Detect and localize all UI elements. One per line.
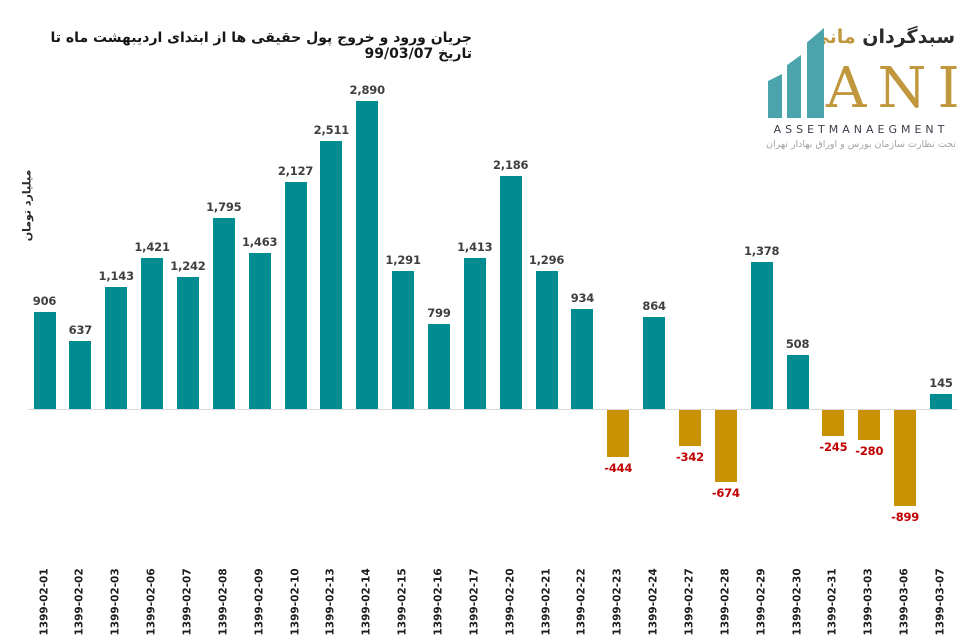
x-axis-tick-label: 1399-02-21 [540,568,553,636]
bar-value-label: 2,186 [492,158,529,173]
bar-1399-02-23 [607,410,630,458]
x-axis-tick-label: 1399-02-01 [38,568,50,636]
bar-value-label: 2,511 [313,123,350,138]
bar-1399-02-24 [643,316,666,409]
bar-1399-02-09 [248,253,271,409]
bar-1399-02-30 [786,354,809,409]
company-logo: سبدگردان مانی ANI ASSETMANAEGMENT تحت نظ… [760,8,960,158]
bar-value-label: 1,378 [743,244,780,259]
bar-1399-02-08 [212,217,235,409]
logo-bar-chart-icon [807,28,824,118]
bar-1399-02-27 [678,410,701,447]
x-axis-tick-label: 1399-02-13 [324,568,337,636]
logo-regulatory-subtitle: تحت نظارت سازمان بورس و اوراق بهادار تهر… [766,139,956,150]
x-axis-tick-label: 1399-02-20 [504,568,517,636]
bar-1399-03-06 [894,410,917,506]
logo-brand-farsi: سبدگردان مانی [810,26,955,48]
x-axis-tick-label: 1399-02-15 [396,568,409,636]
bar-value-label: 864 [642,298,666,313]
bar-value-label: -342 [675,450,704,465]
bar-value-label: 906 [32,294,57,309]
x-axis-tick-label: 1399-02-07 [181,568,194,636]
logo-bar-chart-icon [768,74,782,118]
logo-asset-management-text: ASSETMANAEGMENT [773,123,949,136]
x-axis-tick-label: 1399-02-14 [360,568,373,636]
bar-1399-02-02 [69,341,92,409]
bar-1399-02-10 [284,182,307,409]
bar-value-label: -280 [855,443,884,458]
bar-value-label: -444 [604,461,633,476]
x-axis-tick-label: 1399-02-02 [73,568,86,636]
bar-1399-02-13 [320,141,343,409]
bar-value-label: 799 [427,305,451,320]
x-axis-tick-label: 1399-02-22 [575,568,588,636]
chart-title: جریان ورود و خروج پول حقیقی ها از ابتدای… [50,30,472,62]
x-axis-tick-label: 1399-03-06 [898,568,911,636]
bar-1399-03-03 [858,410,881,440]
bar-value-label: 508 [785,336,810,351]
bar-value-label: -899 [891,509,920,524]
bar-value-label: -245 [819,440,848,455]
bar-value-label: -674 [711,485,740,500]
bar-value-label: 1,296 [528,252,565,267]
bar-1399-02-16 [427,323,450,409]
x-axis-tick-label: 1399-03-07 [934,568,947,636]
logo-bar-chart-icon [787,55,801,118]
x-axis-tick-label: 1399-02-24 [647,568,660,636]
x-axis-zero-line [28,409,958,410]
x-axis-tick-label: 1399-02-17 [468,568,481,636]
logo-brand-farsi-primary: سبدگردان [862,26,955,48]
x-axis-tick-label: 1399-02-08 [217,568,230,636]
bar-value-label: 1,242 [170,258,206,273]
x-axis-tick-label: 1399-02-10 [289,568,302,636]
bar-value-label: 1,463 [241,235,278,250]
x-axis-tick-label: 1399-02-28 [719,568,732,636]
bar-value-label: 1,291 [385,253,421,268]
bar-1399-03-07 [930,393,952,409]
bar-1399-02-07 [176,276,199,409]
bar-1399-02-31 [822,410,845,437]
bar-1399-02-06 [141,257,164,409]
x-axis-tick-label: 1399-02-30 [791,568,804,636]
x-axis-tick-label: 1399-02-16 [432,568,445,636]
bar-1399-02-17 [463,258,486,409]
x-axis-tick-label: 1399-02-23 [611,568,624,636]
bar-value-label: 934 [570,291,595,306]
x-axis-tick-label: 1399-02-31 [826,568,839,636]
bar-1399-02-03 [105,287,128,409]
bar-1399-02-15 [392,271,415,409]
x-axis-tick-label: 1399-02-03 [109,568,122,636]
bar-1399-02-29 [750,262,773,409]
bar-1399-02-01 [33,312,56,409]
bar-1399-02-20 [499,176,522,409]
x-axis-tick-label: 1399-03-03 [862,568,875,636]
bar-value-label: 637 [68,323,93,338]
x-axis-tick-label: 1399-02-09 [253,568,266,636]
x-axis-tick-label: 1399-02-27 [683,568,696,636]
bar-1399-02-21 [535,270,558,409]
x-axis-tick-label: 1399-02-06 [145,568,158,636]
bar-value-label: 145 [929,375,953,390]
bar-1399-02-22 [571,309,594,409]
x-axis-tick-label: 1399-02-29 [755,568,768,636]
bar-value-label: 2,127 [277,164,314,179]
bar-value-label: 2,890 [349,83,386,97]
logo-brand-english: ANI [826,56,967,121]
bar-1399-02-14 [356,101,379,409]
bar-value-label: 1,143 [98,269,135,284]
bar-1399-02-28 [714,410,737,482]
bar-value-label: 1,421 [134,239,170,254]
bar-value-label: 1,413 [457,240,493,255]
bar-value-label: 1,795 [206,199,242,214]
